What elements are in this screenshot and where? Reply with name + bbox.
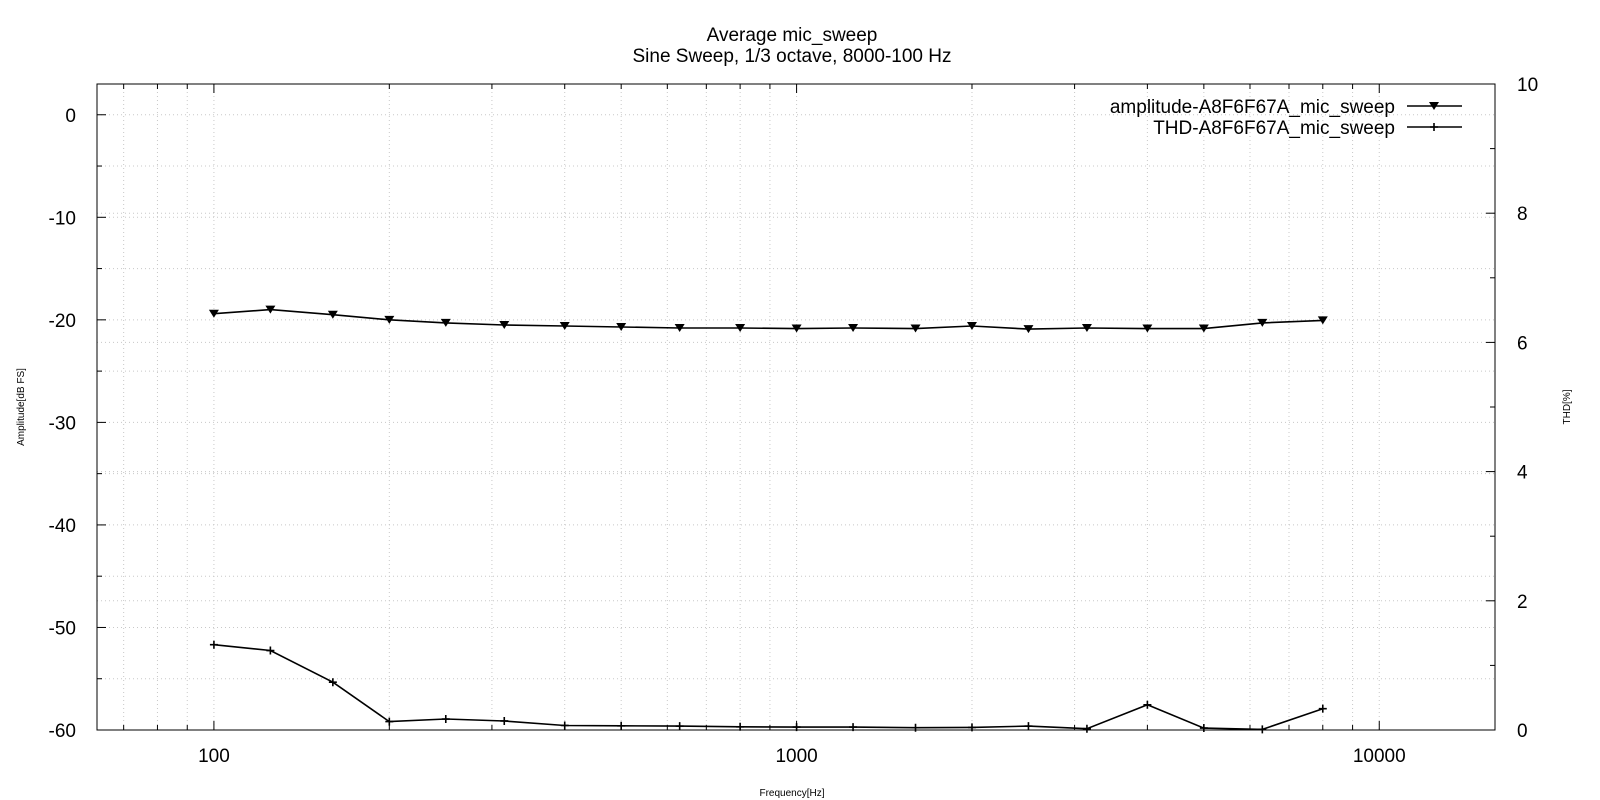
amplitude-data-point [559,321,570,330]
grid-layer [97,83,1495,731]
thd-data-point [1318,704,1327,713]
amplitude-data-point [1081,324,1092,333]
amplitude-data-point [384,315,395,324]
x-axis-label: Frequency[Hz] [759,788,824,799]
thd-data-point [849,723,858,732]
thd-data-point [911,723,920,732]
amplitude-data-point [848,324,859,333]
y2-tick-label: 8 [1517,204,1528,225]
legend-label-thd: THD-A8F6F67A_mic_sweep [1153,118,1395,139]
thd-data-point [736,722,745,731]
x-tick-label: 10000 [1353,746,1406,767]
thd-data-point [792,723,801,732]
thd-data-point [1143,700,1152,709]
y-tick-label: -20 [49,311,76,332]
plot-frame [96,83,1496,731]
legend-marker-thd [1430,123,1438,131]
y-tick-label: 0 [65,106,76,127]
x-tick-label: 100 [198,746,230,767]
amplitude-data-point [910,324,921,333]
amplitude-data-point [327,310,338,319]
thd-data-point [967,723,976,732]
thd-series-line [213,643,1324,731]
y-tick-label: -40 [49,516,76,537]
amplitude-data-point [1142,324,1153,333]
amplitude-data-point [1023,325,1034,334]
thd-data-point [328,678,337,687]
thd-data-point [617,721,626,730]
thd-data-point [1082,724,1091,733]
y2-tick-label: 10 [1517,75,1538,96]
amplitude-series-line [213,308,1323,330]
amplitude-data-point [735,324,746,333]
y2-tick-label: 0 [1517,721,1528,742]
y2-axis-label: THD[%] [1562,389,1573,424]
y2-tick-label: 6 [1517,333,1528,354]
amplitude-data-point [499,320,510,329]
y2-tick-label: 4 [1517,463,1528,484]
y-axis-label: Amplitude[dB FS] [16,368,27,446]
thd-data-point [1258,725,1267,734]
thd-data-point [1199,724,1208,733]
thd-data-point [266,646,275,655]
legend-marker-amplitude [1429,102,1439,110]
thd-data-point [675,722,684,731]
tick-layer: 100 1000 10000 0 -10 -20 -30 -40 -50 -60 10 8 6 4 2 0 [49,75,1539,767]
y-tick-label: -30 [49,413,76,434]
amplitude-data-point [616,323,627,332]
chart-title: Average mic_sweep [707,25,878,46]
thd-data-point [560,721,569,730]
amplitude-data-point [1257,318,1268,327]
thd-data-point [385,717,394,726]
x-tick-label: 1000 [775,746,817,767]
amplitude-data-point [674,324,685,333]
series-layer [208,305,1328,734]
amplitude-data-point [791,324,802,333]
y2-tick-label: 2 [1517,592,1528,613]
amplitude-data-point [440,318,451,327]
amplitude-data-point [208,309,219,318]
y-tick-label: -10 [49,208,76,229]
legend-label-amplitude: amplitude-A8F6F67A_mic_sweep [1110,97,1395,118]
legend: amplitude-A8F6F67A_mic_sweep THD-A8F6F67… [1110,97,1462,139]
amplitude-data-point [265,305,276,314]
thd-data-point [1024,722,1033,731]
thd-data-point [500,716,509,725]
thd-data-point [441,715,450,724]
chart-subtitle: Sine Sweep, 1/3 octave, 8000-100 Hz [633,46,952,67]
y-tick-label: -50 [49,618,76,639]
y-tick-label: -60 [49,721,76,742]
amplitude-data-point [966,321,977,330]
amplitude-data-point [1198,324,1209,333]
thd-data-point [209,640,218,649]
amplitude-data-point [1317,316,1328,325]
